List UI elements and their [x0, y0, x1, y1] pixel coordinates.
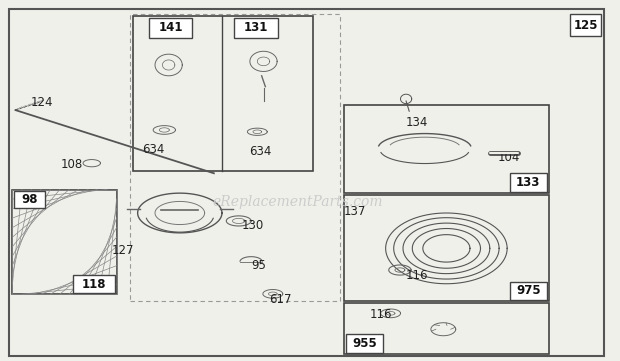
Text: 118: 118 — [82, 278, 106, 291]
Text: 116: 116 — [405, 269, 428, 282]
Text: 133: 133 — [516, 176, 541, 189]
Bar — [133, 16, 313, 171]
Bar — [570, 14, 601, 36]
Text: 617: 617 — [269, 293, 291, 306]
Text: 104: 104 — [497, 151, 520, 164]
Text: 141: 141 — [158, 21, 183, 35]
Text: 634: 634 — [249, 145, 272, 158]
Bar — [510, 282, 547, 300]
Bar — [344, 195, 549, 301]
Bar — [73, 275, 115, 293]
Text: 125: 125 — [574, 19, 598, 32]
Text: 124: 124 — [31, 96, 53, 109]
Bar — [12, 190, 117, 294]
Bar — [344, 105, 549, 193]
Bar — [234, 18, 278, 38]
Text: 116: 116 — [370, 308, 392, 321]
Text: 130: 130 — [242, 219, 264, 232]
Text: 955: 955 — [352, 337, 377, 350]
Text: 95: 95 — [252, 259, 267, 272]
Text: 975: 975 — [516, 284, 541, 297]
Text: 137: 137 — [343, 205, 366, 218]
Bar — [14, 191, 45, 208]
Bar — [149, 18, 192, 38]
Text: 127: 127 — [112, 244, 134, 257]
Bar — [346, 334, 383, 353]
Bar — [344, 303, 549, 354]
Text: 634: 634 — [143, 143, 165, 156]
Text: 131: 131 — [244, 21, 268, 35]
Text: 98: 98 — [21, 192, 37, 206]
Bar — [510, 173, 547, 192]
Text: eReplacementParts.com: eReplacementParts.com — [212, 195, 383, 209]
Text: 134: 134 — [405, 116, 428, 129]
Bar — [130, 14, 340, 301]
Text: 108: 108 — [60, 158, 82, 171]
